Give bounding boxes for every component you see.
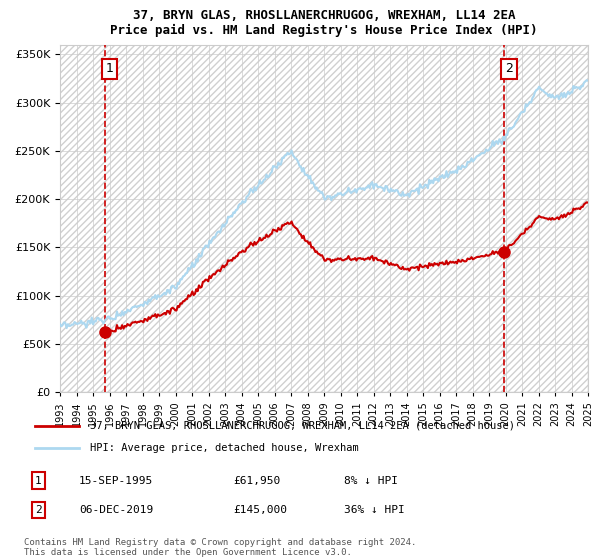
Text: 8% ↓ HPI: 8% ↓ HPI xyxy=(344,475,398,486)
Text: 37, BRYN GLAS, RHOSLLANERCHRUGOG, WREXHAM, LL14 2EA (detached house): 37, BRYN GLAS, RHOSLLANERCHRUGOG, WREXHA… xyxy=(90,421,515,431)
Text: 1: 1 xyxy=(35,475,42,486)
Text: 2: 2 xyxy=(35,505,42,515)
Text: £61,950: £61,950 xyxy=(234,475,281,486)
Title: 37, BRYN GLAS, RHOSLLANERCHRUGOG, WREXHAM, LL14 2EA
Price paid vs. HM Land Regis: 37, BRYN GLAS, RHOSLLANERCHRUGOG, WREXHA… xyxy=(110,8,538,37)
Text: 15-SEP-1995: 15-SEP-1995 xyxy=(79,475,154,486)
Text: £145,000: £145,000 xyxy=(234,505,288,515)
Text: 06-DEC-2019: 06-DEC-2019 xyxy=(79,505,154,515)
Text: 36% ↓ HPI: 36% ↓ HPI xyxy=(344,505,405,515)
Text: 2: 2 xyxy=(505,62,513,76)
Text: HPI: Average price, detached house, Wrexham: HPI: Average price, detached house, Wrex… xyxy=(90,443,359,453)
Text: Contains HM Land Registry data © Crown copyright and database right 2024.
This d: Contains HM Land Registry data © Crown c… xyxy=(24,538,416,557)
Text: 1: 1 xyxy=(106,62,113,76)
